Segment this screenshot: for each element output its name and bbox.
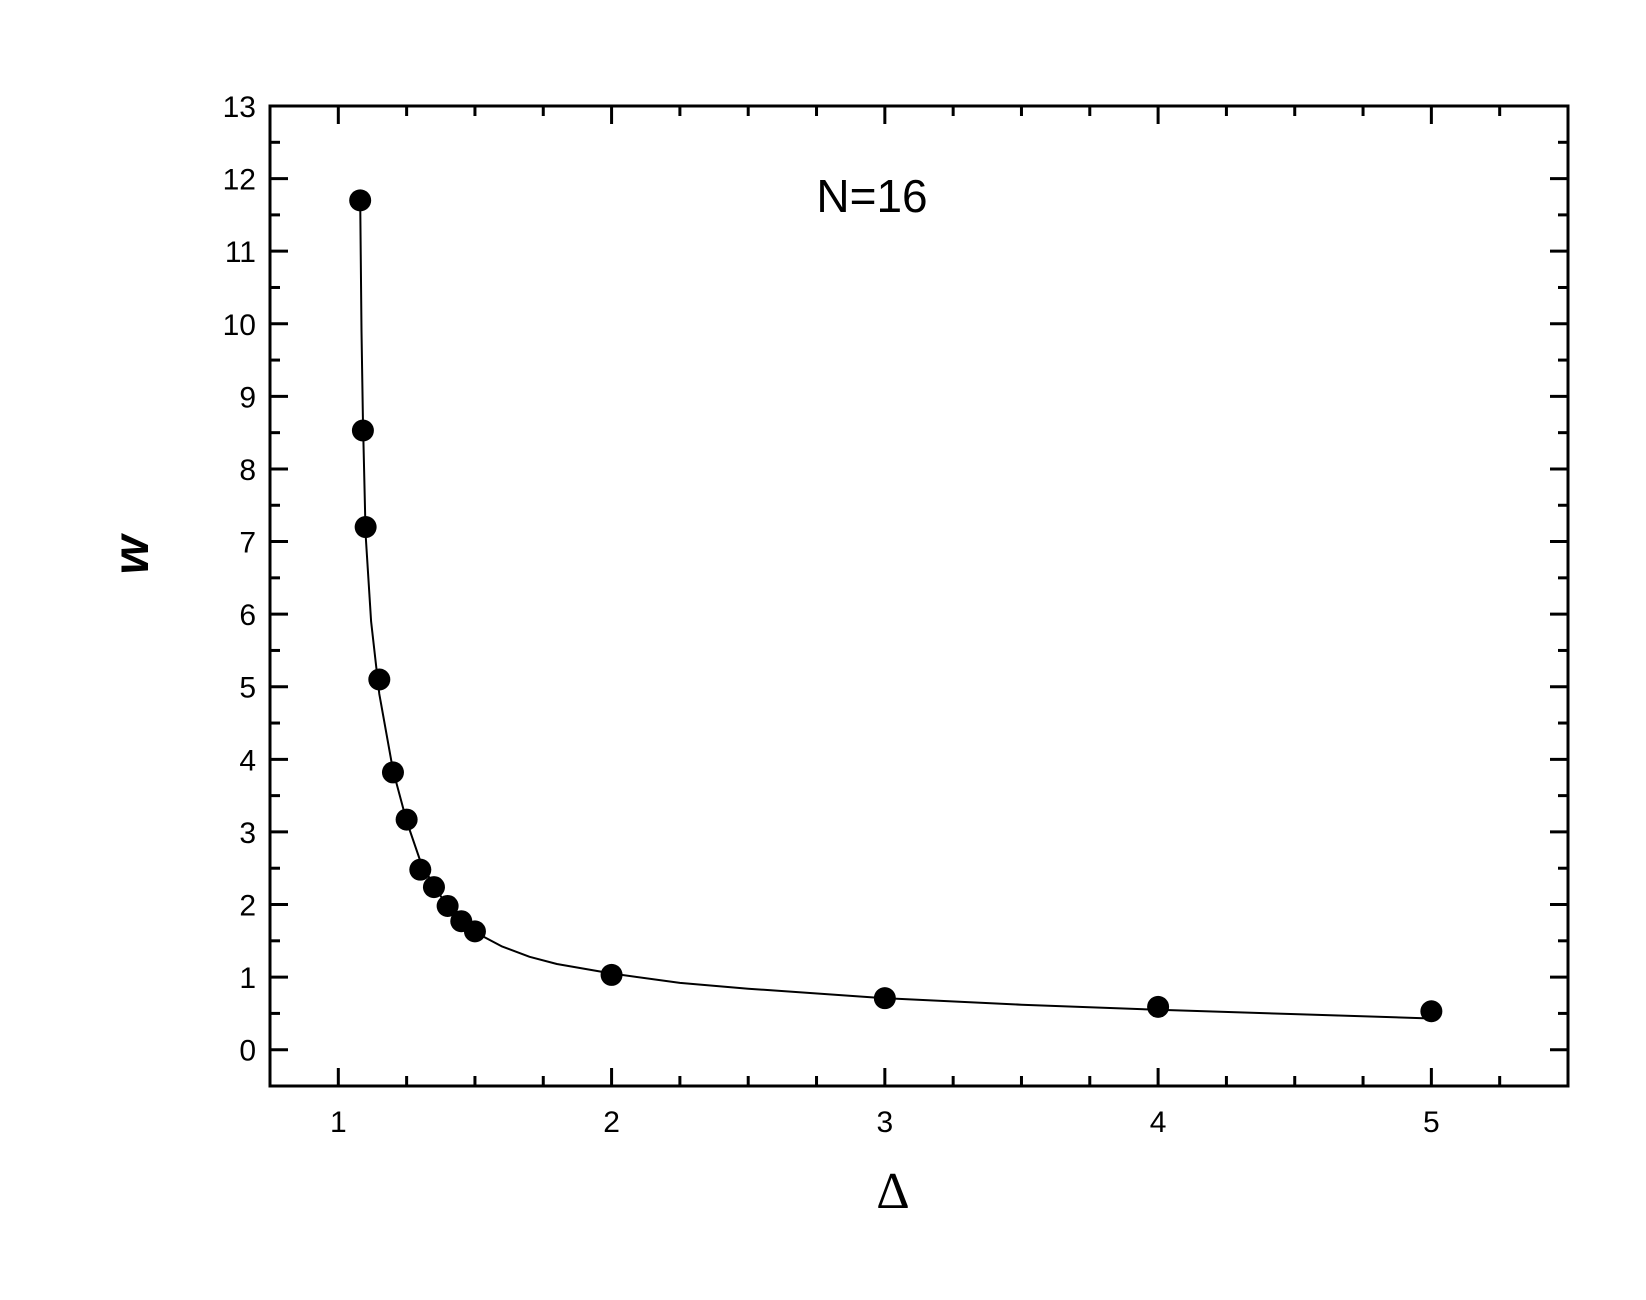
data-point [463,920,486,943]
data-point [873,987,896,1010]
data-point [600,963,623,986]
y-tick-label: 9 [239,381,256,414]
data-point [1147,995,1170,1018]
data-point [409,858,432,881]
ticks-layer [270,104,1568,1088]
x-tick-label: 1 [330,1106,347,1139]
y-tick-label: 1 [239,962,256,995]
x-tick-label: 4 [1150,1106,1167,1139]
data-point [349,189,372,212]
fit-curve [359,200,1432,1020]
y-axis-label: w [103,532,159,574]
y-tick-label: 11 [225,236,256,269]
x-tick-label: 5 [1423,1106,1440,1139]
y-tick-label: 12 [223,164,256,197]
x-axis-label: Δ [876,1163,909,1220]
y-tick-label: 0 [239,1035,256,1068]
data-points-layer [349,189,1443,1023]
x-tick-label: 3 [876,1106,893,1139]
y-tick-label: 2 [239,890,256,923]
data-point [354,516,377,539]
plot-frame [268,104,1570,1088]
annotation-n16: N=16 [816,170,927,222]
y-tick-label: 4 [239,744,256,777]
y-tick-label: 3 [239,817,256,850]
data-point [381,761,404,784]
fit-curve-layer [359,200,1432,1020]
y-tick-label: 5 [239,672,256,705]
data-point [422,876,445,899]
data-point [1420,1000,1443,1023]
data-point [368,668,391,691]
data-point [395,808,418,831]
y-tick-label: 10 [223,309,256,342]
data-point [436,894,459,917]
x-tick-label: 2 [603,1106,620,1139]
y-tick-label: 13 [223,91,256,124]
data-point [351,419,374,442]
y-tick-label: 6 [239,599,256,632]
y-tick-label: 8 [239,454,256,487]
y-tick-label: 7 [239,527,256,560]
